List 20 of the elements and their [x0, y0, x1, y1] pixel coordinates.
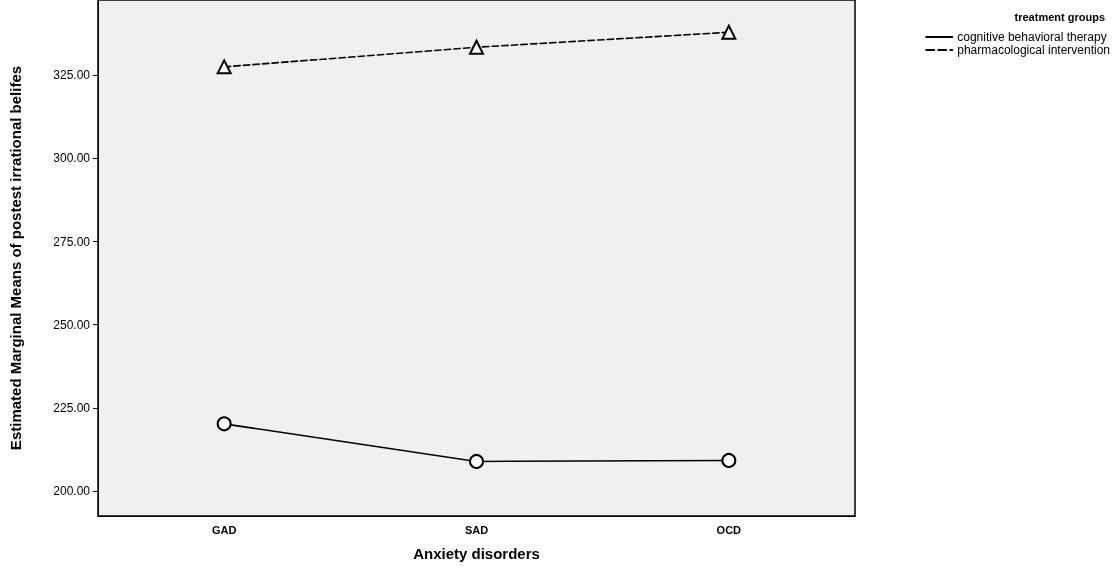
x-axis-title: Anxiety disorders — [413, 545, 540, 562]
legend-label: pharmacological intervention — [957, 43, 1111, 57]
y-axis-title: Estimated Marginal Means of postest irrational belifes — [7, 65, 24, 451]
x-tick-label: OCD — [716, 523, 742, 536]
legend-label: cognitive behavioral therapy — [957, 30, 1107, 44]
y-tick-label: 250.00 — [53, 317, 91, 332]
y-tick-label: 200.00 — [53, 484, 91, 499]
y-tick-label: 225.00 — [53, 400, 91, 415]
y-tick-label: 325.00 — [53, 68, 91, 83]
point — [721, 452, 737, 468]
legend-title: treatment groups — [1014, 10, 1106, 23]
point — [469, 39, 484, 55]
point — [721, 24, 737, 40]
x-tick-label: SAD — [464, 523, 489, 536]
point — [216, 416, 232, 432]
y-tick-label: 275.00 — [53, 234, 91, 249]
y-tick-label: 300.00 — [53, 151, 91, 166]
point — [469, 453, 484, 469]
x-tick-label: GAD — [211, 523, 237, 536]
point — [216, 59, 232, 75]
